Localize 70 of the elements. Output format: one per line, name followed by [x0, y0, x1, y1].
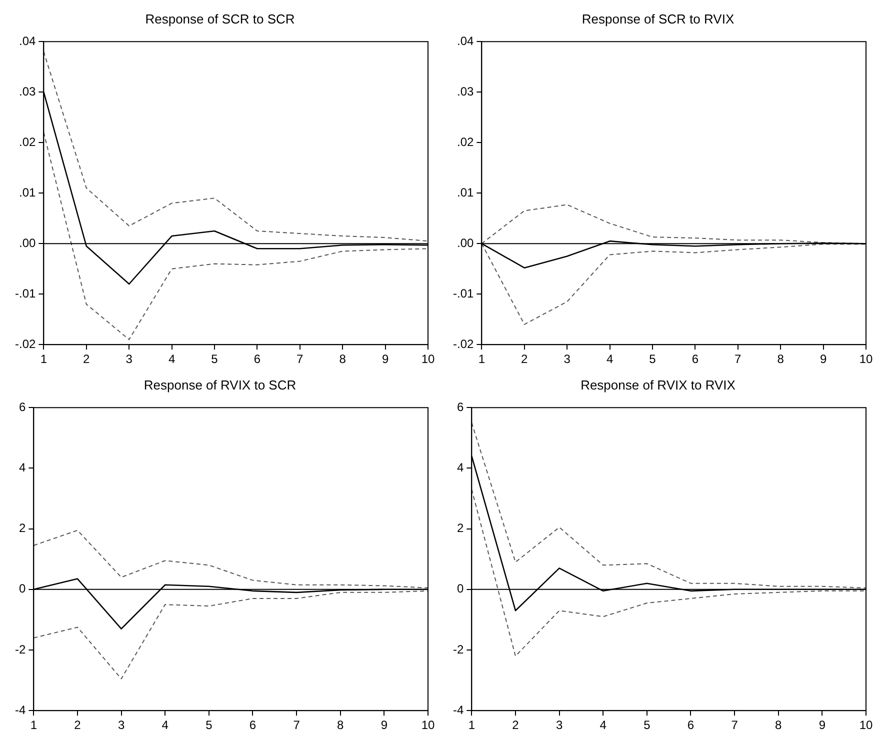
x-tick-label: 6 [254, 352, 261, 366]
y-tick-label: -2 [453, 642, 464, 656]
x-tick-label: 3 [564, 352, 571, 366]
x-tick-label: 2 [83, 352, 90, 366]
y-tick-label: 0 [18, 582, 26, 596]
x-tick-label: 6 [249, 718, 256, 732]
x-tick-label: 6 [687, 718, 694, 732]
y-tick-label: 4 [456, 460, 464, 475]
x-tick-label: 6 [692, 352, 699, 366]
x-tick-label: 2 [512, 718, 520, 732]
x-tick-label: 2 [521, 352, 528, 366]
x-tick-label: 1 [40, 352, 48, 366]
y-tick-label: .00 [456, 236, 474, 250]
x-tick-label: 5 [211, 352, 218, 366]
y-tick-label: -.02 [452, 336, 474, 351]
chart-title: Response of SCR to SCR [145, 11, 295, 26]
y-tick-label: -4 [15, 702, 26, 717]
y-tick-label: -4 [453, 702, 464, 717]
x-tick-label: 3 [126, 352, 133, 366]
y-tick-label: -2 [15, 642, 26, 656]
y-tick-label: .04 [18, 34, 36, 48]
x-tick-label: 2 [74, 718, 82, 732]
y-tick-label: 2 [456, 521, 464, 536]
y-tick-label: 6 [18, 400, 26, 414]
x-tick-label: 7 [296, 352, 304, 366]
x-tick-label: 8 [777, 352, 784, 366]
x-tick-label: 9 [382, 352, 389, 366]
x-tick-label: 1 [468, 718, 476, 732]
x-tick-label: 1 [478, 352, 486, 366]
x-tick-label: 4 [168, 352, 176, 366]
x-tick-label: 7 [731, 718, 738, 732]
x-tick-label: 10 [859, 352, 873, 366]
x-tick-label: 4 [606, 352, 614, 366]
x-tick-label: 5 [206, 718, 213, 732]
x-tick-label: 8 [339, 352, 346, 366]
chart-title: Response of SCR to RVIX [582, 11, 734, 26]
x-tick-label: 5 [644, 718, 651, 732]
x-tick-label: 8 [775, 718, 782, 732]
x-tick-label: 9 [380, 718, 388, 732]
y-tick-label: 4 [18, 460, 26, 475]
x-tick-label: 4 [162, 718, 169, 732]
x-tick-label: 10 [421, 718, 435, 732]
chart-title: Response of RVIX to SCR [144, 377, 296, 392]
y-tick-label: .02 [18, 134, 36, 149]
chart-title: Response of RVIX to RVIX [580, 377, 736, 392]
y-tick-label: 2 [18, 521, 26, 536]
x-tick-label: 3 [118, 718, 125, 732]
y-tick-label: .01 [456, 185, 474, 200]
y-tick-label: -.01 [14, 286, 36, 300]
y-tick-label: .01 [18, 185, 36, 200]
y-tick-label: .02 [456, 134, 474, 149]
x-tick-label: 5 [649, 352, 656, 366]
x-tick-label: 4 [600, 718, 607, 732]
x-tick-label: 10 [859, 718, 873, 732]
y-tick-label: .03 [18, 84, 36, 98]
x-tick-label: 1 [30, 718, 38, 732]
y-tick-label: -.02 [14, 336, 36, 351]
x-tick-label: 3 [556, 718, 563, 732]
y-tick-label: .03 [456, 84, 474, 98]
y-tick-label: 0 [456, 582, 464, 596]
x-tick-label: 9 [818, 718, 826, 732]
x-tick-label: 7 [734, 352, 742, 366]
x-tick-label: 8 [337, 718, 344, 732]
x-tick-label: 9 [820, 352, 827, 366]
x-tick-label: 7 [293, 718, 300, 732]
x-tick-label: 10 [421, 352, 435, 366]
y-tick-label: -.01 [452, 286, 474, 300]
y-tick-label: .00 [18, 236, 36, 250]
y-tick-label: 6 [456, 400, 464, 414]
y-tick-label: .04 [456, 34, 474, 48]
